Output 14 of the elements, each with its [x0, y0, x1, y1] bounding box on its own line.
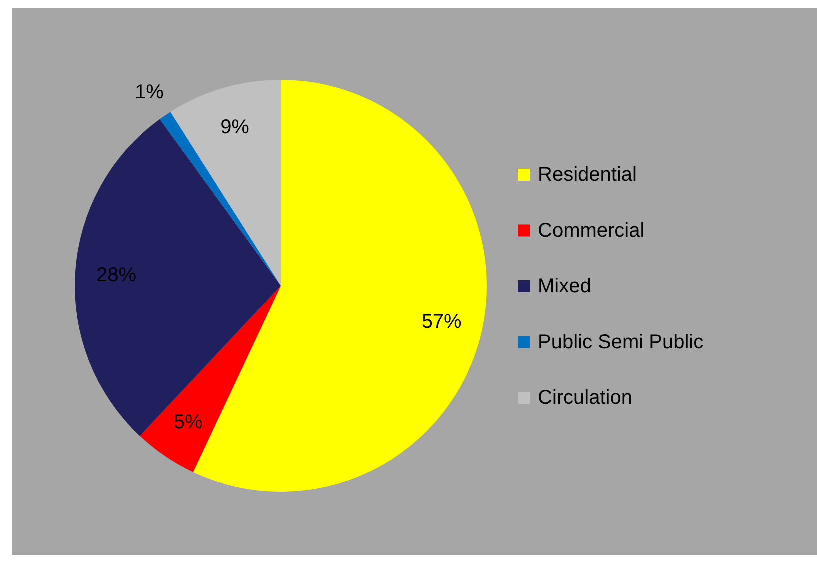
pie-slice	[140, 286, 281, 472]
data-label: 1%	[135, 81, 164, 104]
legend-label: Public Semi Public	[538, 331, 704, 354]
data-label: 57%	[422, 310, 462, 333]
data-label: 28%	[96, 264, 137, 287]
pie-slice	[160, 112, 281, 286]
data-label: 9%	[220, 116, 250, 139]
legend-label: Circulation	[538, 387, 632, 409]
pie-slice	[170, 80, 281, 286]
legend-label: Mixed	[538, 276, 592, 298]
pie-slice	[75, 119, 281, 436]
legend-label: Commercial	[538, 220, 645, 242]
data-label: 5%	[174, 411, 204, 434]
legend-label: Residential	[538, 164, 637, 186]
